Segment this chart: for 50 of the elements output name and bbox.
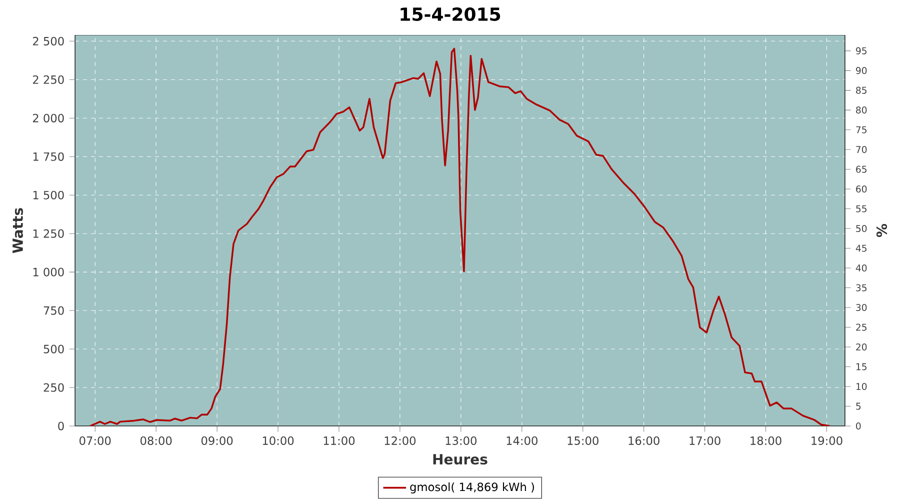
- x-tick-label: 07:00: [80, 436, 111, 445]
- y-tick-label: 750: [44, 306, 64, 315]
- x-tick-label: 13:00: [446, 436, 476, 445]
- y-tick-label: 2 500: [32, 36, 64, 46]
- y-tick-label: 0: [58, 422, 64, 430]
- y-tick-label: 500: [44, 344, 64, 354]
- x-tick-label: 12:00: [384, 436, 416, 445]
- y2-tick-label: 75: [856, 126, 866, 134]
- y2-tick-label: 40: [856, 264, 867, 272]
- x-tick-label: 16:00: [628, 436, 660, 445]
- y2-tick-label: 25: [856, 324, 866, 331]
- legend-label: gmosol( 14,869 kWh ): [410, 482, 534, 494]
- y2-tick-label: 80: [856, 106, 867, 114]
- y2-tick-label: 65: [856, 166, 866, 173]
- x-tick-label: 15:00: [568, 436, 598, 445]
- y2-tick-label: 90: [856, 67, 867, 74]
- x-tick-label: 18:00: [750, 436, 782, 445]
- y2-axis-title: %: [876, 224, 888, 238]
- line-series: [89, 48, 831, 426]
- y-tick-label: 250: [44, 383, 64, 392]
- x-tick-label: 14:00: [506, 436, 538, 445]
- y-tick-label: 1 750: [33, 152, 64, 161]
- y2-tick-label: 60: [856, 186, 867, 193]
- y-tick-label: 1 250: [33, 229, 64, 238]
- x-tick-label: 08:00: [140, 436, 172, 445]
- y2-tick-label: 30: [856, 304, 867, 312]
- y2-tick-label: 50: [856, 225, 867, 232]
- x-tick-label: 10:00: [262, 436, 294, 445]
- y2-tick-label: 0: [856, 422, 861, 430]
- y2-tick-label: 5: [856, 402, 861, 410]
- y2-tick-label: 35: [856, 284, 866, 292]
- y2-tick-label: 10: [856, 382, 867, 390]
- x-tick-label: 09:00: [201, 436, 233, 445]
- y2-tick-label: 55: [856, 205, 866, 212]
- y-tick-label: 1 000: [33, 268, 64, 276]
- y-axis-title: Watts: [12, 208, 23, 254]
- y2-tick-label: 45: [856, 244, 866, 252]
- y2-tick-label: 20: [856, 343, 867, 351]
- y2-tick-label: 95: [856, 47, 866, 54]
- y-tick-label: 2 250: [32, 75, 64, 84]
- y-tick-label: 1 500: [33, 190, 64, 200]
- y-tick-label: 2 000: [32, 114, 64, 122]
- x-tick-label: 17:00: [690, 436, 720, 445]
- x-axis-title: Heures: [433, 454, 488, 465]
- x-tick-label: 11:00: [324, 436, 355, 445]
- y2-tick-label: 85: [856, 86, 866, 94]
- x-tick-label: 19:00: [812, 436, 842, 445]
- y2-tick-label: 70: [856, 146, 867, 154]
- chart-title: 15-4-2015: [400, 7, 500, 21]
- y2-tick-label: 15: [856, 363, 866, 370]
